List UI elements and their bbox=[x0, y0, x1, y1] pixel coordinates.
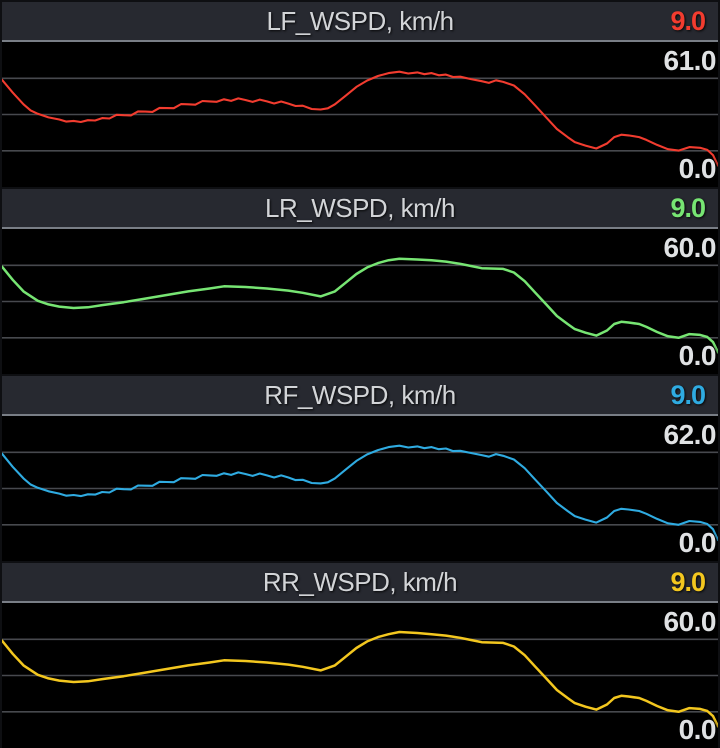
chart-header: RF_WSPD, km/h 9.0 bbox=[2, 376, 718, 414]
plot-area[interactable]: 60.0 0.0 bbox=[2, 229, 718, 374]
current-value: 9.0 bbox=[670, 193, 706, 223]
session-max-label: 60.0 bbox=[663, 232, 717, 263]
trace-line-chart bbox=[2, 70, 718, 167]
trace-line-chart bbox=[2, 630, 718, 728]
trace-line-chart bbox=[2, 444, 718, 542]
session-max-label: 61.0 bbox=[663, 45, 717, 76]
session-max-label: 60.0 bbox=[663, 606, 717, 637]
chart-header: RR_WSPD, km/h 9.0 bbox=[2, 563, 718, 601]
chart-header: LR_WSPD, km/h 9.0 bbox=[2, 189, 718, 227]
chart-panel-lf-wspd[interactable]: LF_WSPD, km/h 9.0 61.0 0.0 bbox=[0, 0, 720, 187]
chart-header: LF_WSPD, km/h 9.0 bbox=[2, 2, 718, 40]
trace-line-chart bbox=[2, 257, 718, 354]
chart-title: RR_WSPD, km/h bbox=[262, 567, 458, 597]
session-min-label: 0.0 bbox=[678, 153, 717, 184]
current-value: 9.0 bbox=[670, 6, 706, 36]
session-min-label: 0.0 bbox=[678, 340, 717, 371]
chart-title: LR_WSPD, km/h bbox=[265, 193, 456, 223]
chart-panel-rr-wspd[interactable]: RR_WSPD, km/h 9.0 60.0 0.0 bbox=[0, 561, 720, 748]
chart-panel-rf-wspd[interactable]: RF_WSPD, km/h 9.0 62.0 0.0 bbox=[0, 374, 720, 561]
chart-title: RF_WSPD, km/h bbox=[264, 380, 456, 410]
header-divider bbox=[2, 227, 718, 229]
plot-area[interactable]: 61.0 0.0 bbox=[2, 42, 718, 187]
session-min-label: 0.0 bbox=[678, 527, 717, 558]
chart-panel-lr-wspd[interactable]: LR_WSPD, km/h 9.0 60.0 0.0 bbox=[0, 187, 720, 374]
chart-title: LF_WSPD, km/h bbox=[266, 6, 454, 36]
plot-area[interactable]: 60.0 0.0 bbox=[2, 603, 718, 748]
plot-area[interactable]: 62.0 0.0 bbox=[2, 416, 718, 561]
header-divider bbox=[2, 601, 718, 603]
session-min-label: 0.0 bbox=[678, 714, 717, 745]
current-value: 9.0 bbox=[670, 567, 706, 597]
header-divider bbox=[2, 414, 718, 416]
current-value: 9.0 bbox=[670, 380, 706, 410]
header-divider bbox=[2, 40, 718, 42]
session-max-label: 62.0 bbox=[663, 419, 717, 450]
